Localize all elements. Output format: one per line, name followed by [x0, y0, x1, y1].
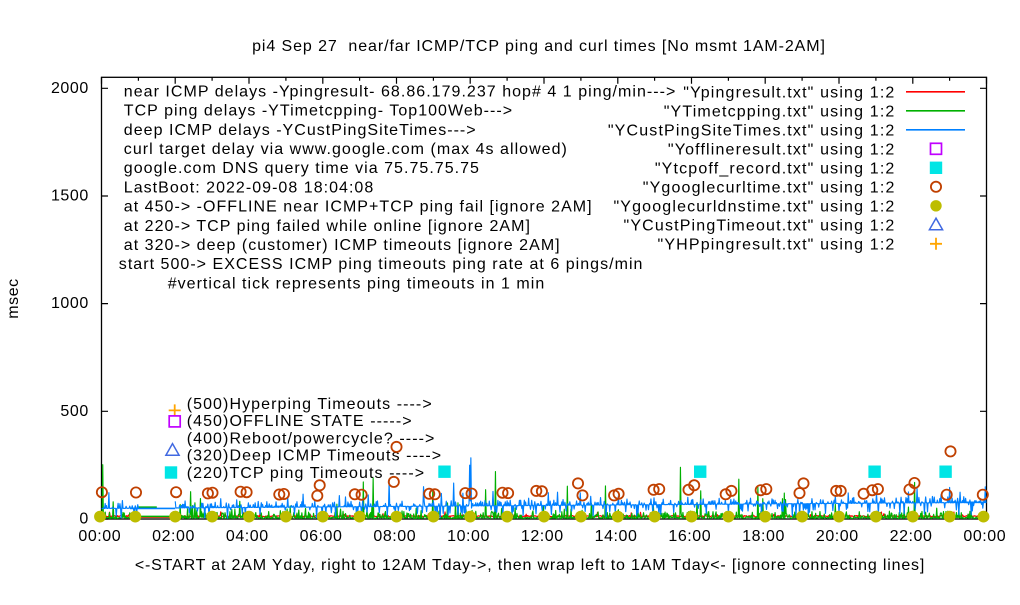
- svg-text:00:00: 00:00: [963, 528, 1006, 545]
- svg-text:16:00: 16:00: [668, 528, 711, 545]
- svg-text:500: 500: [60, 403, 88, 420]
- svg-text:"YCustPingSiteTimes.txt" using: "YCustPingSiteTimes.txt" using 1:2: [608, 123, 896, 140]
- svg-text:08:00: 08:00: [373, 528, 416, 545]
- svg-text:"Ygooglecurltime.txt" using 1:: "Ygooglecurltime.txt" using 1:2: [643, 180, 896, 197]
- svg-text:"Ygooglecurldnstime.txt" using: "Ygooglecurldnstime.txt" using 1:2: [613, 199, 895, 216]
- svg-text:<-START at 2AM Yday, right to: <-START at 2AM Yday, right to 12AM Tday-…: [135, 557, 925, 574]
- svg-text:pi4 Sep 27 near/far ICMP/TCP: pi4 Sep 27 near/far ICMP/TCP ping and cu…: [252, 38, 826, 55]
- svg-text:near ICMP delays -Ypingresult-: near ICMP delays -Ypingresult- 68.86.179…: [124, 83, 677, 100]
- svg-text:1500: 1500: [51, 188, 89, 205]
- svg-text:1000: 1000: [51, 295, 89, 312]
- svg-text:LastBoot: 2022-09-08 18:04:08: LastBoot: 2022-09-08 18:04:08: [124, 179, 374, 196]
- svg-text:at 220-> TCP ping failed while: at 220-> TCP ping failed while online [i…: [124, 218, 531, 235]
- svg-text:"Yofflineresult.txt" using 1:2: "Yofflineresult.txt" using 1:2: [668, 142, 896, 159]
- svg-text:06:00: 06:00: [300, 528, 343, 545]
- svg-text:20:00: 20:00: [816, 528, 859, 545]
- svg-text:#vertical tick represents ping: #vertical tick represents ping timeouts …: [168, 275, 546, 292]
- svg-text:18:00: 18:00: [742, 528, 785, 545]
- svg-text:(500)Hyperping Timeouts ---->: (500)Hyperping Timeouts ---->: [187, 396, 433, 413]
- svg-text:22:00: 22:00: [890, 528, 933, 545]
- svg-text:12:00: 12:00: [521, 528, 564, 545]
- svg-text:2000: 2000: [51, 80, 89, 97]
- svg-text:00:00: 00:00: [78, 528, 121, 545]
- svg-text:14:00: 14:00: [595, 528, 638, 545]
- svg-text:04:00: 04:00: [226, 528, 269, 545]
- svg-text:google.com DNS query time via: google.com DNS query time via 75.75.75.7…: [124, 160, 480, 177]
- svg-text:curl target delay via www.goog: curl target delay via www.google.com (ma…: [124, 141, 568, 158]
- svg-text:(400)Reboot/powercycle? ---->: (400)Reboot/powercycle? ---->: [187, 430, 436, 447]
- svg-text:start 500-> EXCESS ICMP ping t: start 500-> EXCESS ICMP ping timeouts pi…: [119, 256, 644, 273]
- svg-text:"YHPpingresult.txt" using 1:2: "YHPpingresult.txt" using 1:2: [658, 237, 896, 254]
- svg-text:0: 0: [79, 511, 88, 528]
- svg-text:"Ypingresult.txt" using 1:2: "Ypingresult.txt" using 1:2: [683, 85, 895, 102]
- svg-text:deep ICMP delays -YCustPingSit: deep ICMP delays -YCustPingSiteTimes--->: [124, 122, 477, 139]
- svg-text:(450)OFFLINE STATE ----->: (450)OFFLINE STATE ----->: [187, 413, 413, 430]
- svg-text:(220)TCP ping Timeouts ---->: (220)TCP ping Timeouts ---->: [187, 465, 425, 482]
- svg-text:"Ytcpoff_record.txt" using 1:2: "Ytcpoff_record.txt" using 1:2: [655, 161, 896, 178]
- svg-text:msec: msec: [5, 278, 22, 319]
- svg-text:at 320-> deep (customer) ICMP: at 320-> deep (customer) ICMP timeouts […: [124, 237, 561, 254]
- svg-text:10:00: 10:00: [447, 528, 490, 545]
- svg-text:TCP ping delays -YTimetcpping-: TCP ping delays -YTimetcpping- Top100Web…: [124, 103, 513, 120]
- svg-text:"YCustPingTimeout.txt" using 1: "YCustPingTimeout.txt" using 1:2: [624, 218, 896, 235]
- svg-text:"YTimetcpping.txt" using 1:2: "YTimetcpping.txt" using 1:2: [664, 104, 896, 121]
- svg-text:at 450-> -OFFLINE near ICMP+TC: at 450-> -OFFLINE near ICMP+TCP ping fai…: [124, 199, 593, 216]
- svg-text:02:00: 02:00: [152, 528, 195, 545]
- svg-text:(320)Deep ICMP Timeouts ---->: (320)Deep ICMP Timeouts ---->: [187, 448, 443, 465]
